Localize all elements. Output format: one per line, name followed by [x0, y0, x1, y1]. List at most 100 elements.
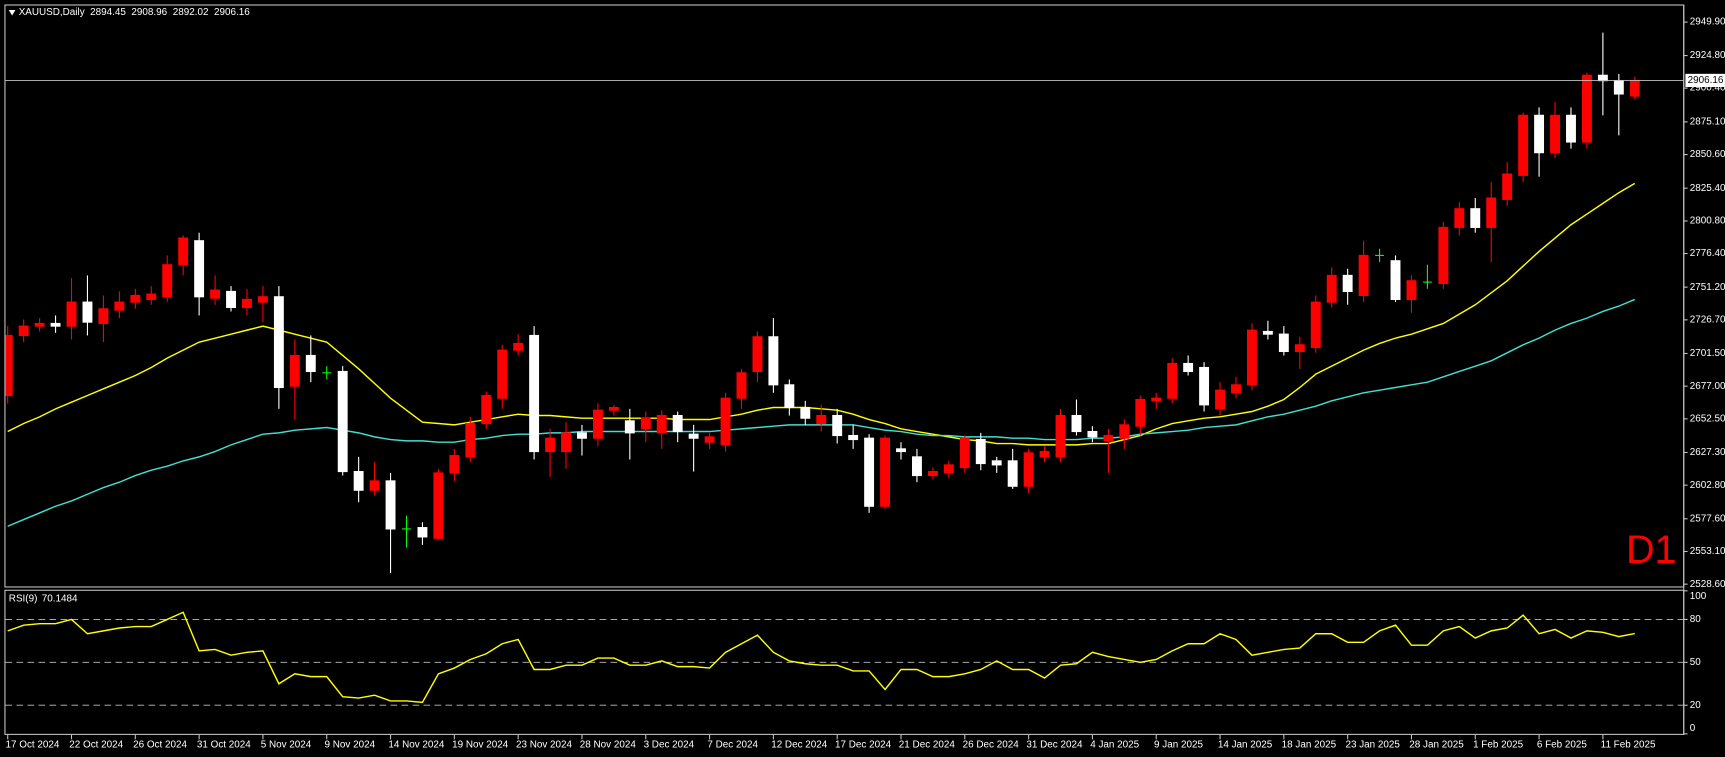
candle-body: [1023, 452, 1034, 487]
candle-body: [1502, 173, 1513, 200]
candle-body: [353, 471, 364, 491]
y-tick-label: 2924.80: [1690, 50, 1725, 61]
x-tick-label: 22 Oct 2024: [69, 739, 123, 750]
candle-body: [816, 414, 827, 425]
candle-body: [305, 354, 316, 373]
candle-body: [66, 301, 77, 327]
candle-body: [848, 434, 859, 441]
candle-body: [752, 336, 763, 373]
chart-title: XAUUSD,Daily 2894.45 2908.96 2892.02 2906.16: [19, 7, 251, 18]
candle-body: [1438, 226, 1449, 284]
candle-body: [242, 298, 252, 308]
candle-body: [289, 354, 300, 387]
candle-body: [991, 460, 1002, 466]
candle-body: [82, 301, 93, 323]
x-tick-label: 19 Nov 2024: [452, 739, 509, 750]
candle-body: [640, 417, 651, 430]
candle-body: [1486, 197, 1497, 228]
candle-body: [18, 325, 29, 337]
symbol-period: XAUUSD,Daily: [19, 7, 85, 18]
candle-body: [864, 437, 875, 507]
y-tick-label: 2875.10: [1690, 116, 1725, 127]
x-tick-label: 11 Feb 2025: [1601, 739, 1656, 750]
y-tick-label: 2850.60: [1690, 149, 1725, 160]
x-tick-label: 28 Jan 2025: [1409, 739, 1464, 750]
candle-body: [561, 432, 571, 453]
candle-body: [896, 448, 906, 453]
candle-body: [529, 334, 540, 453]
x-tick-label: 26 Oct 2024: [133, 739, 187, 750]
candle-body: [1470, 208, 1481, 228]
y-tick-label: 2751.20: [1690, 282, 1725, 293]
y-tick-label: 2726.70: [1690, 314, 1725, 325]
y-tick-label: 2627.30: [1690, 447, 1725, 458]
candle-body: [624, 420, 635, 434]
price-plot: [5, 32, 1640, 573]
x-tick-label: 9 Nov 2024: [325, 739, 376, 750]
candle-body: [1167, 362, 1178, 399]
candle-body: [1310, 301, 1321, 349]
candle-body: [194, 240, 205, 298]
panel-menu-arrow[interactable]: [8, 9, 16, 16]
timeframe-label: D1: [1626, 528, 1677, 572]
y-tick-label: 2652.50: [1690, 413, 1725, 424]
candle-body: [768, 336, 779, 386]
x-tick-label: 4 Jan 2025: [1090, 739, 1139, 750]
x-tick-label: 23 Jan 2025: [1345, 739, 1400, 750]
candle-body: [1278, 333, 1289, 353]
y-tick-label: 2528.60: [1690, 579, 1725, 590]
candle-body: [720, 397, 731, 446]
candle-body: [1183, 362, 1194, 373]
x-tick-label: 26 Dec 2024: [963, 739, 1020, 750]
x-tick-label: 9 Jan 2025: [1154, 739, 1203, 750]
x-tick-label: 3 Dec 2024: [644, 739, 695, 750]
x-tick-label: 23 Nov 2024: [516, 739, 573, 750]
y-tick-label: 2602.80: [1690, 480, 1725, 491]
x-tick-label: 14 Jan 2025: [1218, 739, 1273, 750]
candle-body: [545, 437, 556, 453]
candle-body: [1581, 74, 1592, 143]
y-tick-label: 2577.60: [1690, 513, 1725, 524]
x-tick-label: 28 Nov 2024: [580, 739, 637, 750]
candle-body: [1199, 366, 1210, 406]
candle-body: [1454, 208, 1465, 228]
x-tick-label: 17 Oct 2024: [6, 739, 60, 750]
candle-body: [114, 301, 125, 311]
x-tick-label: 17 Dec 2024: [835, 739, 892, 750]
y-tick-label: 80: [1690, 614, 1702, 625]
candle-body: [688, 433, 699, 439]
candle-body: [672, 414, 683, 433]
y-tick-label: 100: [1690, 591, 1707, 602]
candle-body: [943, 464, 954, 474]
y-tick-label: 50: [1690, 657, 1702, 668]
candle-body: [1055, 414, 1066, 458]
candle-body: [210, 289, 221, 299]
candle-body: [880, 437, 891, 507]
y-tick-label: 2949.90: [1690, 17, 1725, 28]
candle-body: [273, 296, 284, 389]
x-tick-label: 18 Jan 2025: [1282, 739, 1337, 750]
x-tick-label: 12 Dec 2024: [771, 739, 828, 750]
candle-body: [465, 422, 476, 458]
candle-body: [656, 414, 667, 434]
candle-body: [433, 472, 444, 539]
candle-body: [1087, 430, 1098, 438]
x-tick-label: 14 Nov 2024: [388, 739, 445, 750]
y-tick-label: 2553.10: [1690, 546, 1725, 557]
candle-body: [1262, 330, 1273, 335]
candle-body: [577, 432, 587, 439]
candle-body: [927, 471, 938, 477]
candle-body: [178, 237, 189, 266]
candle-body: [226, 290, 236, 308]
candle-body: [608, 406, 619, 411]
y-tick-label: 20: [1690, 700, 1702, 711]
candle-body: [1326, 274, 1337, 303]
indicator-title: RSI(9) 70.1484: [9, 593, 78, 604]
candle-body: [1119, 424, 1130, 439]
candle-body: [513, 342, 524, 351]
y-tick-label: 0: [1690, 723, 1696, 734]
candle-body: [162, 264, 173, 298]
x-tick-label: 1 Feb 2025: [1473, 739, 1524, 750]
y-tick-label: 2677.00: [1690, 381, 1725, 392]
candle-body: [1566, 114, 1576, 143]
